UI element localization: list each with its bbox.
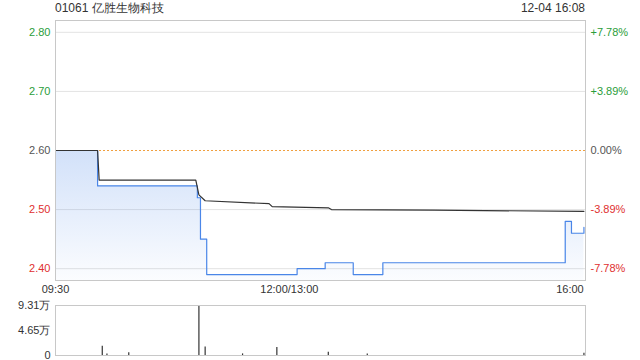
svg-text:+7.78%: +7.78% <box>591 26 629 38</box>
svg-text:0: 0 <box>44 349 50 360</box>
svg-text:2.80: 2.80 <box>29 26 50 38</box>
svg-text:-3.89%: -3.89% <box>591 203 626 215</box>
svg-text:2.60: 2.60 <box>29 144 50 156</box>
svg-text:2.40: 2.40 <box>29 262 50 274</box>
svg-text:-7.78%: -7.78% <box>591 262 626 274</box>
html-text:01061 亿胜生物科技: 01061 亿胜生物科技 <box>55 1 164 15</box>
svg-text:4.65万: 4.65万 <box>18 324 50 336</box>
svg-text:09:30: 09:30 <box>42 283 70 295</box>
svg-text:+3.89%: +3.89% <box>591 85 629 97</box>
svg-text:9.31万: 9.31万 <box>18 299 50 311</box>
svg-text:2.50: 2.50 <box>29 203 50 215</box>
svg-text:16:00: 16:00 <box>556 283 584 295</box>
html-text:12-04 16:08: 12-04 16:08 <box>520 1 585 15</box>
svg-text:0.00%: 0.00% <box>591 144 622 156</box>
svg-text:12:00/13:00: 12:00/13:00 <box>260 283 318 295</box>
svg-text:2.70: 2.70 <box>29 85 50 97</box>
